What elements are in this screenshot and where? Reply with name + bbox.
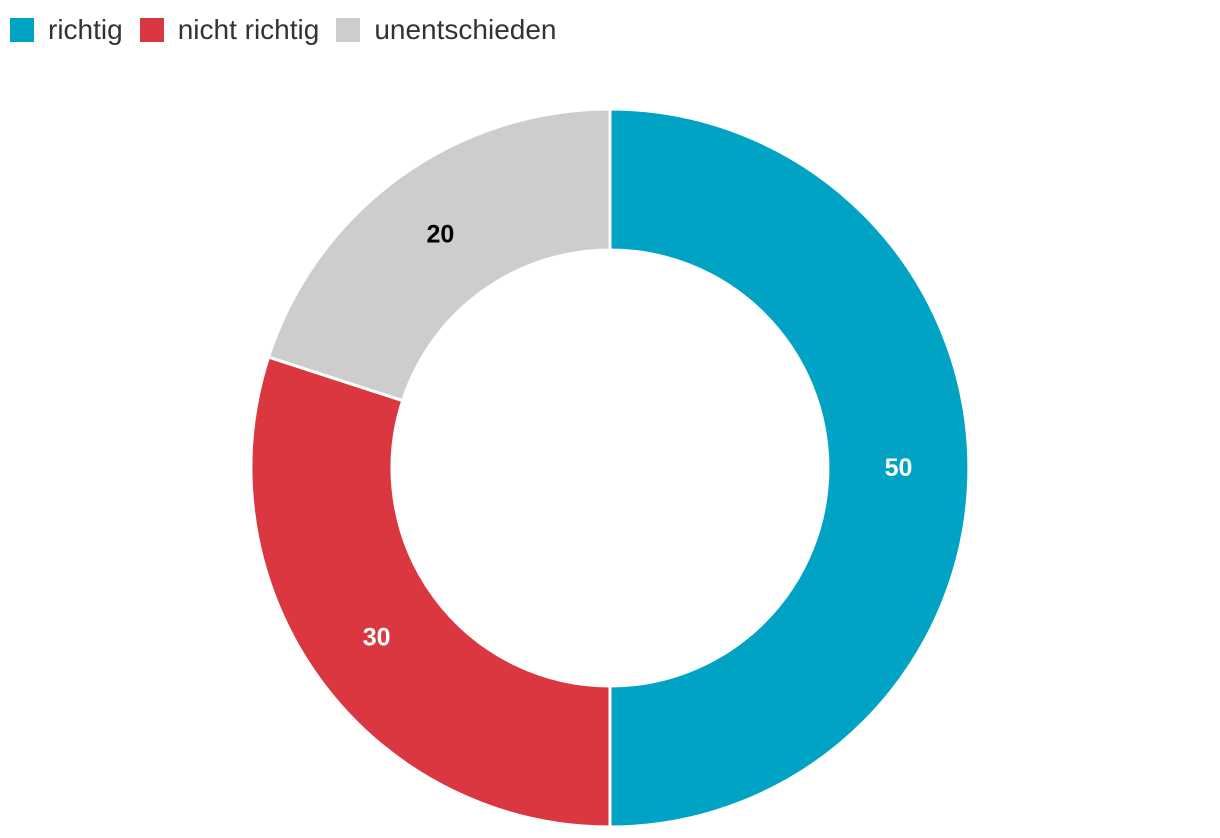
- donut-slice-unentschieden: [266, 107, 612, 403]
- legend-item-richtig: richtig: [10, 10, 123, 50]
- legend-swatch-nicht-richtig: [139, 18, 164, 42]
- legend-swatch-unentschieden: [336, 18, 361, 42]
- slice-value-label-unentschieden: 20: [427, 221, 455, 249]
- legend-label-richtig: richtig: [48, 14, 123, 45]
- legend-item-nicht-richtig: nicht richtig: [139, 10, 320, 50]
- legend-label-unentschieden: unentschieden: [374, 14, 557, 45]
- legend-item-unentschieden: unentschieden: [336, 10, 556, 50]
- donut-slice-richtig: [608, 107, 971, 829]
- slice-value-label-richtig: 50: [885, 454, 913, 482]
- slice-value-label-nicht-richtig: 30: [363, 624, 391, 652]
- legend-label-nicht-richtig: nicht richtig: [177, 14, 320, 45]
- donut-slice-nicht-richtig: [249, 355, 612, 829]
- chart-legend: richtig nicht richtig unentschieden: [10, 10, 573, 50]
- legend-swatch-richtig: [10, 18, 34, 42]
